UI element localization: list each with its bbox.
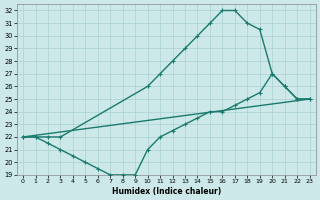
X-axis label: Humidex (Indice chaleur): Humidex (Indice chaleur) [112, 187, 221, 196]
